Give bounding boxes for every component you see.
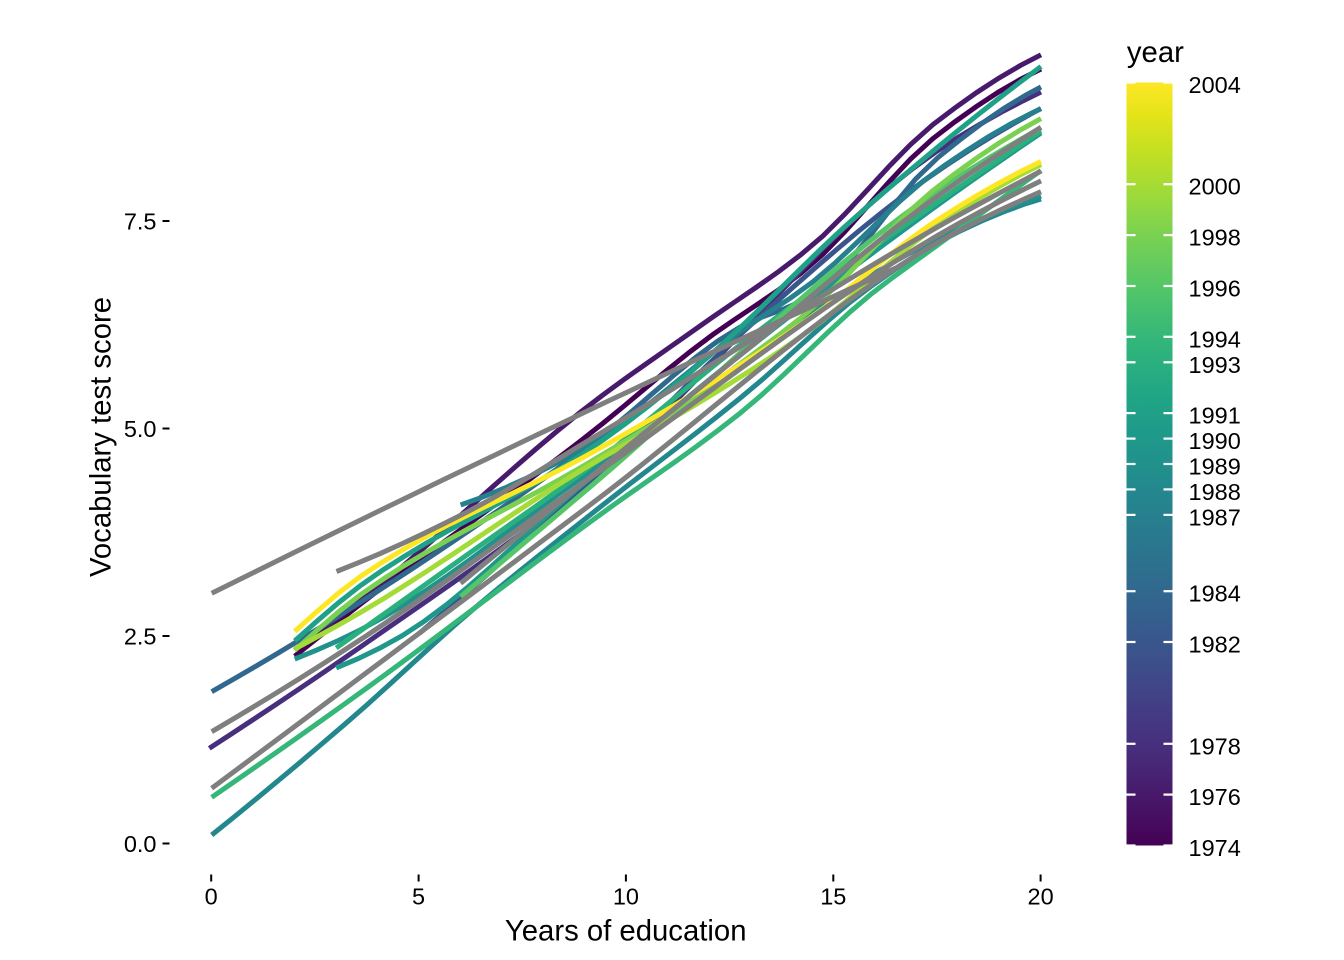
svg-text:0: 0 [205, 884, 218, 910]
svg-text:1998: 1998 [1189, 225, 1241, 251]
svg-text:15: 15 [820, 884, 846, 910]
svg-text:1987: 1987 [1189, 504, 1241, 530]
svg-text:1989: 1989 [1189, 454, 1241, 480]
svg-text:2000: 2000 [1189, 174, 1241, 200]
svg-text:1978: 1978 [1189, 733, 1241, 759]
svg-text:10: 10 [613, 884, 639, 910]
svg-text:1988: 1988 [1189, 479, 1241, 505]
svg-text:0.0: 0.0 [124, 831, 157, 857]
svg-text:1996: 1996 [1189, 276, 1241, 302]
svg-text:year: year [1127, 36, 1184, 69]
svg-text:1994: 1994 [1189, 326, 1241, 352]
svg-text:2.5: 2.5 [124, 624, 157, 650]
svg-text:1993: 1993 [1189, 352, 1241, 378]
svg-text:1982: 1982 [1189, 632, 1241, 658]
svg-text:1990: 1990 [1189, 428, 1241, 454]
svg-text:1984: 1984 [1189, 581, 1241, 607]
svg-text:Vocabulary test score: Vocabulary test score [85, 297, 118, 577]
svg-text:1976: 1976 [1189, 784, 1241, 810]
svg-text:5: 5 [412, 884, 425, 910]
svg-text:1991: 1991 [1189, 403, 1241, 429]
svg-text:5.0: 5.0 [124, 416, 157, 442]
svg-text:1974: 1974 [1189, 835, 1241, 861]
svg-text:2004: 2004 [1189, 72, 1241, 98]
svg-text:7.5: 7.5 [124, 209, 157, 235]
svg-text:20: 20 [1028, 884, 1054, 910]
svg-text:Years of education: Years of education [505, 915, 747, 948]
